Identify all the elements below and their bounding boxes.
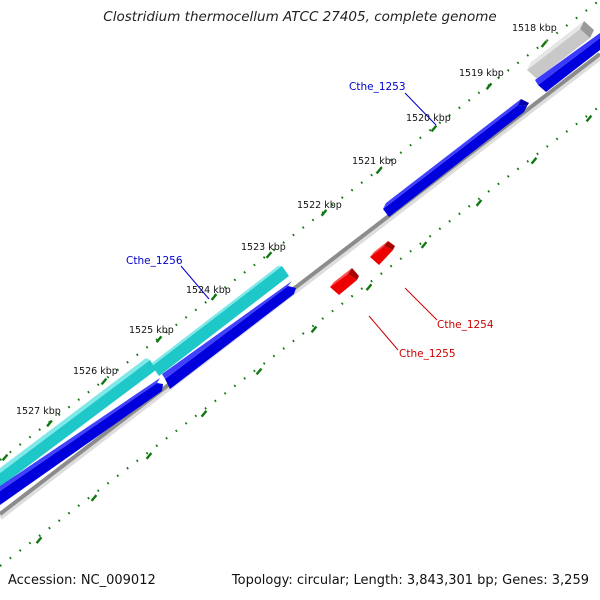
scale-label-1520: 1520 kbp bbox=[406, 113, 451, 124]
genome-summary-text: Topology: circular; Length: 3,843,301 bp… bbox=[231, 573, 589, 588]
cthe-1255-leader bbox=[368, 315, 399, 351]
map-title: Clostridium thermocellum ATCC 27405, com… bbox=[103, 9, 497, 25]
feature-cthe-1254[interactable] bbox=[370, 241, 395, 265]
feature-cthe-1253[interactable] bbox=[383, 99, 529, 217]
major-ticks-lower bbox=[35, 114, 593, 544]
feature-cthe-1255[interactable] bbox=[330, 268, 359, 295]
lower-tick-track bbox=[0, 105, 600, 567]
gene-label-cthe-1256[interactable]: Cthe_1256 bbox=[126, 255, 183, 267]
scale-label-1518: 1518 kbp bbox=[512, 23, 557, 34]
feature-cds-1518[interactable] bbox=[535, 33, 600, 92]
scale-label-1522: 1522 kbp bbox=[297, 200, 342, 211]
genome-backbone bbox=[0, 52, 600, 516]
scale-label-1521: 1521 kbp bbox=[352, 156, 397, 167]
feature-gray-1518[interactable] bbox=[527, 21, 594, 79]
cthe-1253-leader bbox=[404, 92, 437, 126]
gene-label-cthe-1254[interactable]: Cthe_1254 bbox=[437, 319, 494, 331]
gene-label-cthe-1255[interactable]: Cthe_1255 bbox=[399, 348, 456, 360]
genome-backbone-shadow bbox=[0, 54, 600, 520]
feature-cds-1256-lower[interactable] bbox=[0, 281, 296, 505]
cthe-1254-leader bbox=[404, 287, 438, 321]
scale-label-1523: 1523 kbp bbox=[241, 242, 286, 253]
scale-label-1527: 1527 kbp bbox=[16, 406, 61, 417]
upper-tick-track bbox=[0, 0, 600, 461]
scale-label-1519: 1519 kbp bbox=[459, 68, 504, 79]
accession-text: Accession: NC_009012 bbox=[8, 573, 156, 588]
gene-label-cthe-1253[interactable]: Cthe_1253 bbox=[349, 81, 406, 93]
scale-label-1524: 1524 kbp bbox=[186, 285, 231, 296]
cthe-1256-leader bbox=[180, 265, 210, 300]
scale-label-1526: 1526 kbp bbox=[73, 366, 118, 377]
feature-cthe-1256[interactable] bbox=[0, 266, 289, 487]
scale-label-1525: 1525 kbp bbox=[129, 325, 174, 336]
major-ticks bbox=[1, 40, 548, 462]
